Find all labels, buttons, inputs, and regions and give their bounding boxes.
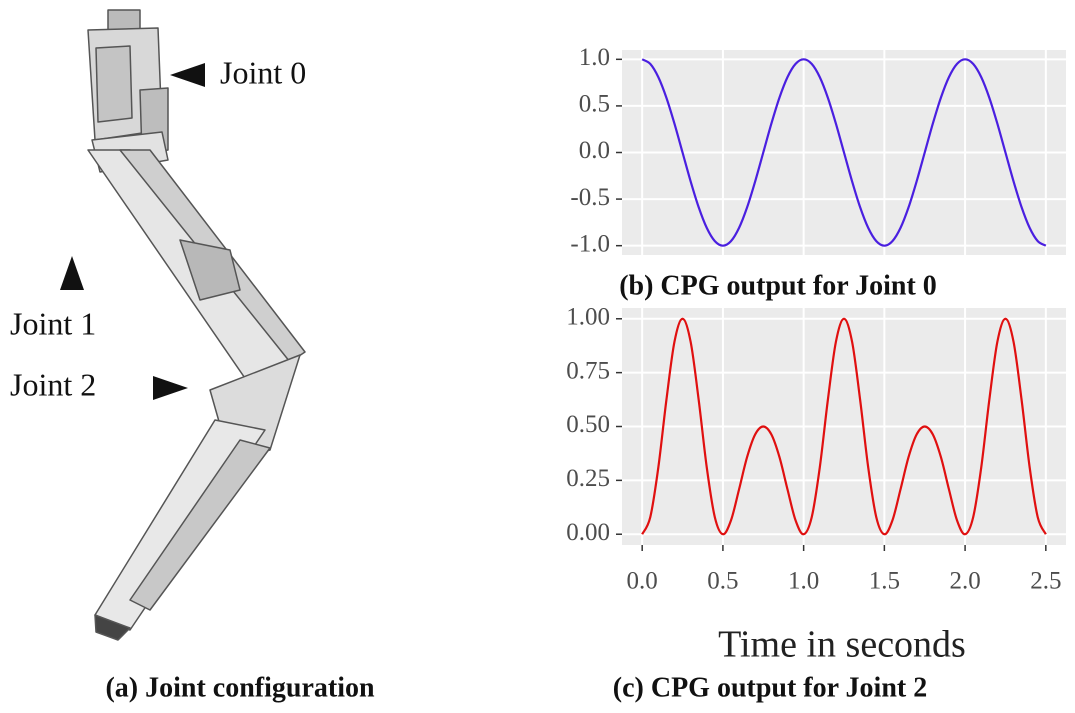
y-tick-label: 0.50	[566, 411, 610, 438]
x-axis-label: Time in seconds	[718, 624, 966, 666]
x-tick-label: 2.0	[949, 568, 980, 595]
x-tick-label: 1.5	[869, 568, 900, 595]
line	[641, 317, 1047, 536]
y-tick-label: -0.5	[570, 184, 610, 211]
joint-arrows	[60, 63, 205, 400]
joint-label: Joint 2	[10, 366, 96, 402]
x-tick-label: 2.5	[1030, 568, 1061, 595]
y-tick-label: -1.0	[570, 230, 610, 257]
joint-label: Joint 1	[10, 305, 96, 341]
y-tick-label: 0.0	[579, 137, 610, 164]
joint-label: Joint 0	[220, 54, 306, 90]
x-tick-label: 0.5	[707, 568, 738, 595]
y-tick-label: 0.5	[579, 91, 610, 118]
y-tick-label: 0.00	[566, 519, 610, 546]
caption: (b) CPG output for Joint 0	[619, 270, 937, 301]
x-tick-label: 0.0	[627, 568, 658, 595]
x-tick-label: 1.0	[788, 568, 819, 595]
y-tick-label: 0.25	[566, 465, 610, 492]
y-tick-label: 1.00	[566, 304, 610, 331]
y-tick-label: 1.0	[579, 44, 610, 71]
caption: (c) CPG output for Joint 2	[613, 672, 927, 703]
line	[641, 58, 1047, 247]
robot-leg	[87, 9, 306, 641]
caption: (a) Joint configuration	[105, 672, 375, 703]
y-tick-label: 0.75	[566, 357, 610, 384]
